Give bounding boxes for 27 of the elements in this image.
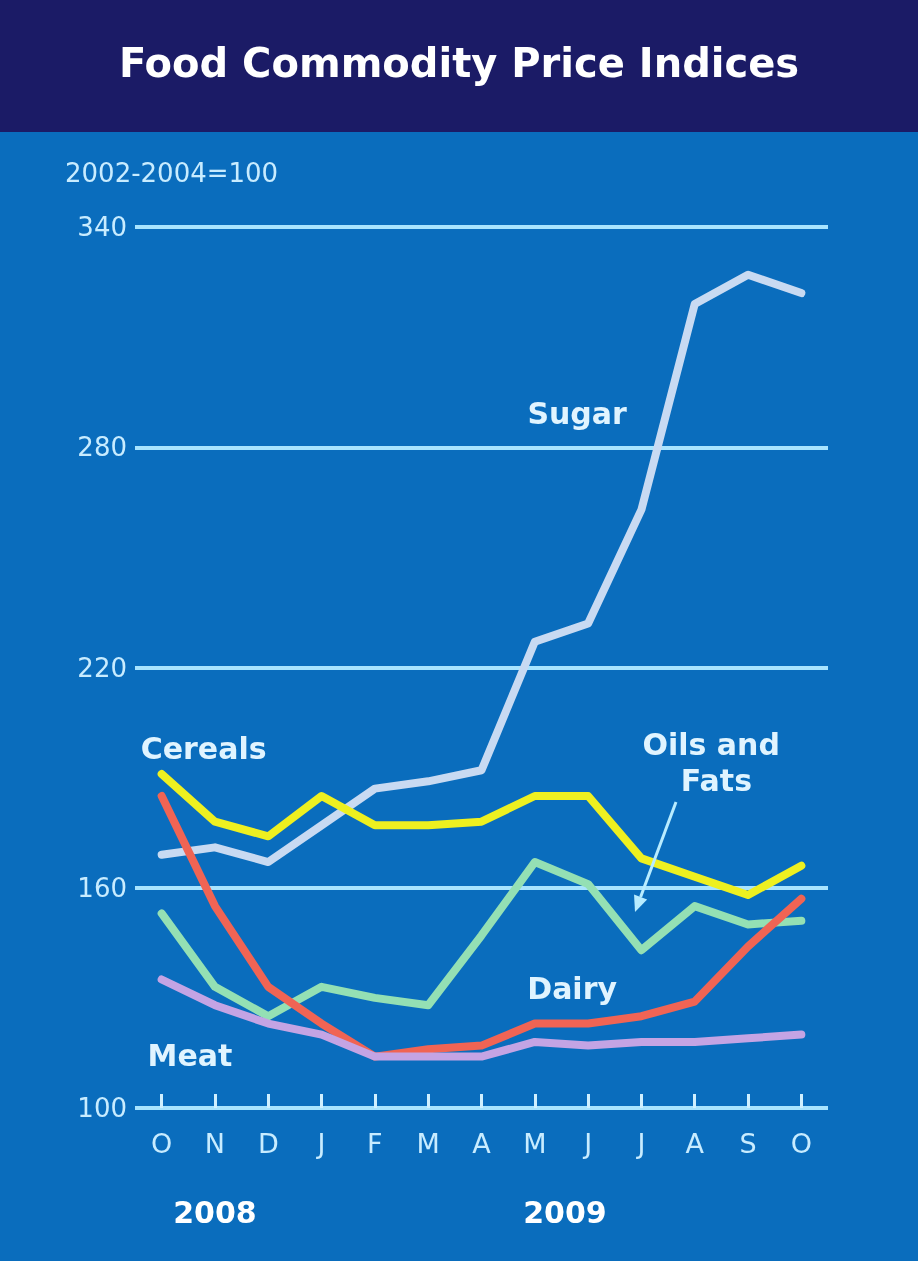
text: 2009	[523, 1194, 607, 1230]
x-tick-label: M	[416, 1128, 440, 1159]
series-label: Cereals	[140, 731, 267, 767]
x-tick-label: M	[523, 1128, 547, 1159]
y-tick-label: 280	[77, 432, 127, 463]
x-tick-label: S	[739, 1128, 757, 1159]
series-label: Sugar	[527, 395, 628, 431]
y-tick-label: 340	[77, 212, 127, 242]
x-tick-label: D	[257, 1128, 279, 1159]
series-label: Meat	[147, 1037, 233, 1073]
x-tick-label: A	[685, 1128, 705, 1159]
x-tick-label: N	[204, 1128, 226, 1159]
y-tick-label: 100	[77, 1093, 127, 1123]
text: 2008	[173, 1194, 257, 1230]
text: Oils and Fats	[642, 726, 791, 798]
x-tick-label: A	[472, 1128, 492, 1159]
x-tick-label: O	[151, 1128, 173, 1159]
x-tick-label: J	[635, 1128, 646, 1159]
x-tick-label: J	[315, 1128, 326, 1159]
y-tick-label: 160	[77, 872, 127, 903]
chart-title: Food Commodity Price Indices	[118, 40, 800, 86]
x-tick-label: J	[582, 1128, 593, 1159]
y-axis-title: 2002-2004=100	[65, 158, 279, 188]
x-tick-label: O	[790, 1128, 812, 1159]
x-tick-label: F	[367, 1128, 383, 1159]
series-label: Dairy	[527, 971, 618, 1007]
y-tick-label: 220	[77, 652, 127, 683]
